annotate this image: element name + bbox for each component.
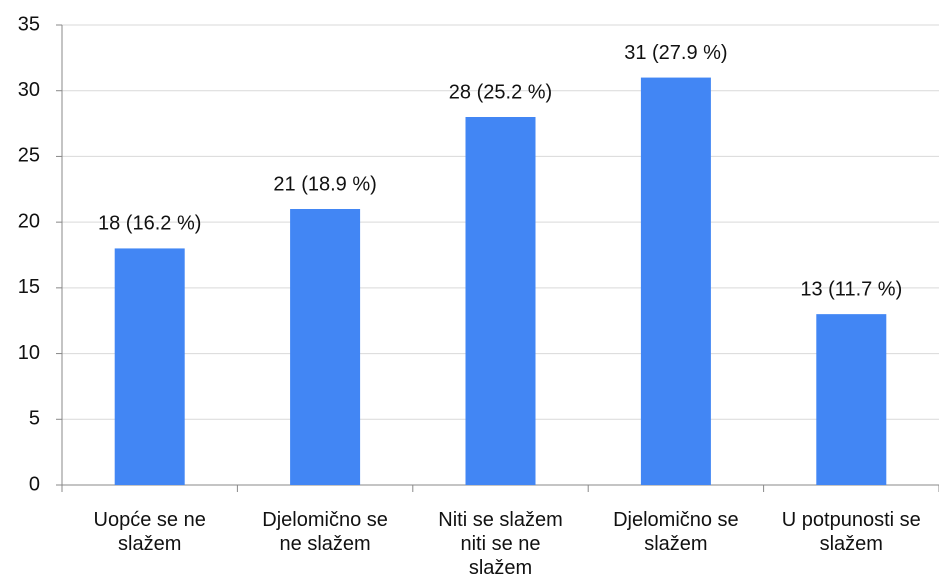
bar <box>465 117 536 485</box>
x-tick-label: Djelomično se ne slažem <box>262 509 388 555</box>
bar <box>290 209 361 485</box>
data-label: 18 (16.2 %) <box>98 213 201 235</box>
y-tick-label: 20 <box>18 210 40 232</box>
x-tick-label: Uopće se ne slažem <box>93 509 206 555</box>
bar <box>114 248 185 485</box>
y-tick-label: 0 <box>29 473 40 495</box>
data-label: 28 (25.2 %) <box>449 81 552 103</box>
y-tick-label: 30 <box>18 79 40 101</box>
y-tick-label: 5 <box>29 408 40 430</box>
bar <box>640 77 711 486</box>
bar <box>816 314 887 485</box>
y-tick-label: 35 <box>18 13 40 35</box>
x-tick-label: Djelomično se slažem <box>613 509 739 555</box>
data-label: 13 (11.7 %) <box>800 278 902 300</box>
x-tick-label: U potpunosti se slažem <box>781 509 921 555</box>
y-tick-label: 10 <box>18 342 40 364</box>
x-tick-label: Niti se slažem niti se ne slažem <box>438 509 563 579</box>
y-tick-label: 15 <box>18 276 40 298</box>
data-label: 21 (18.9 %) <box>273 173 376 195</box>
data-label: 31 (27.9 %) <box>624 42 727 64</box>
y-tick-label: 25 <box>18 145 40 167</box>
